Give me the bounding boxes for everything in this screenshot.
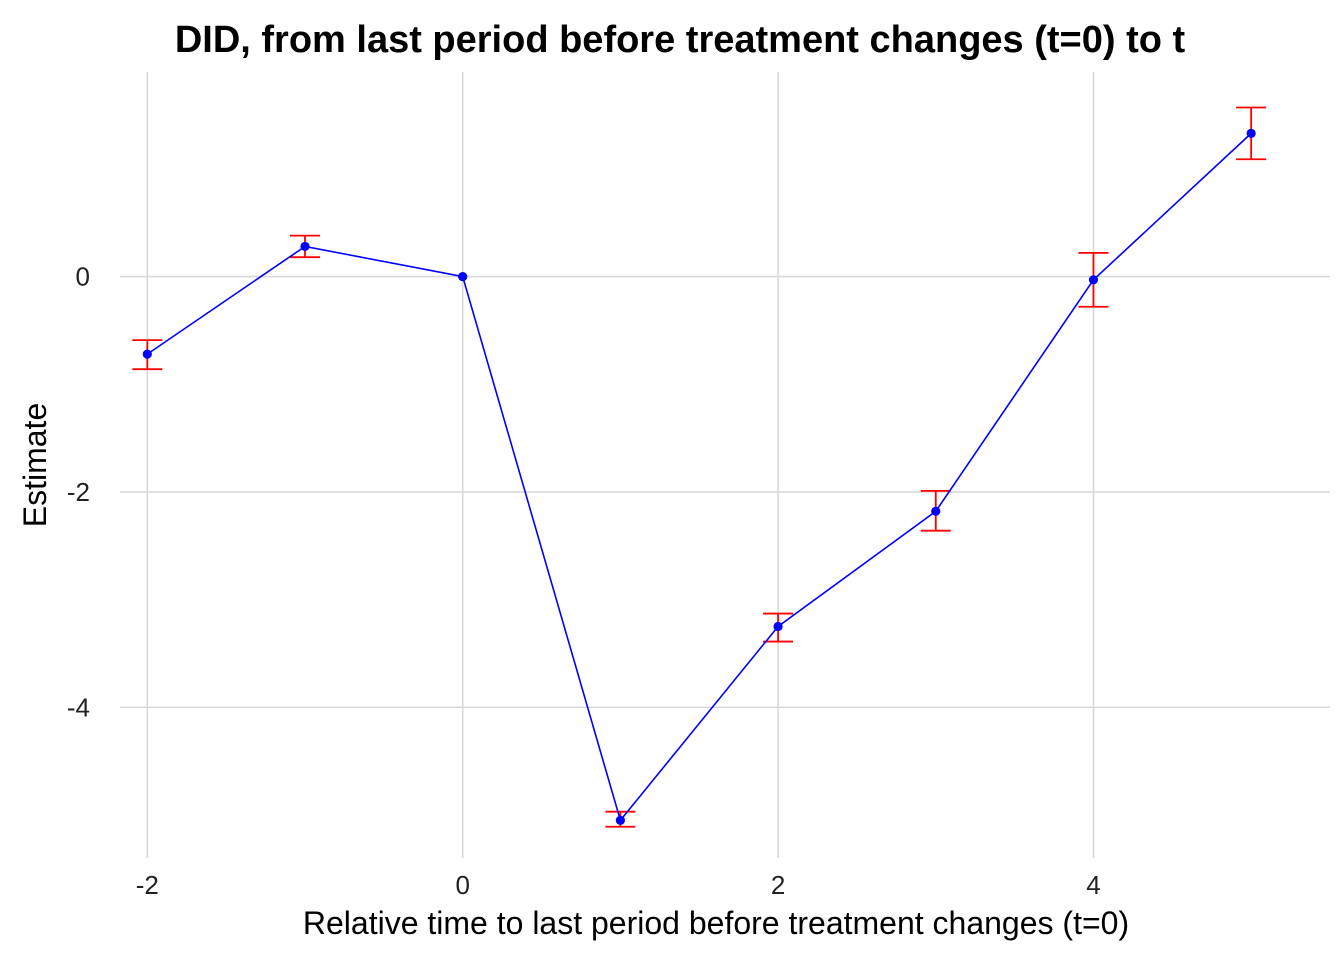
grid-lines bbox=[120, 72, 1330, 858]
y-tick-label: 0 bbox=[76, 262, 90, 292]
x-axis-label: Relative time to last period before trea… bbox=[303, 905, 1129, 941]
data-point bbox=[1246, 128, 1256, 138]
x-tick-label: 4 bbox=[1086, 870, 1100, 900]
data-point bbox=[615, 815, 625, 825]
y-tick-label: -2 bbox=[67, 477, 90, 507]
x-tick-label: 2 bbox=[771, 870, 785, 900]
y-axis-label: Estimate bbox=[17, 403, 53, 527]
data-point bbox=[142, 349, 152, 359]
tick-labels: -2 0 2 4 -4 -2 0 bbox=[67, 262, 1101, 900]
data-point bbox=[300, 241, 310, 252]
x-tick-label: -2 bbox=[136, 870, 159, 900]
data-point bbox=[931, 506, 941, 516]
data-point bbox=[1088, 275, 1099, 285]
y-tick-label: -4 bbox=[67, 692, 90, 722]
data-point bbox=[458, 271, 468, 282]
data-point bbox=[773, 621, 783, 632]
series-line bbox=[146, 132, 1252, 823]
series-layer bbox=[132, 106, 1267, 828]
chart-title: DID, from last period before treatment c… bbox=[175, 19, 1186, 61]
x-tick-label: 0 bbox=[455, 870, 469, 900]
